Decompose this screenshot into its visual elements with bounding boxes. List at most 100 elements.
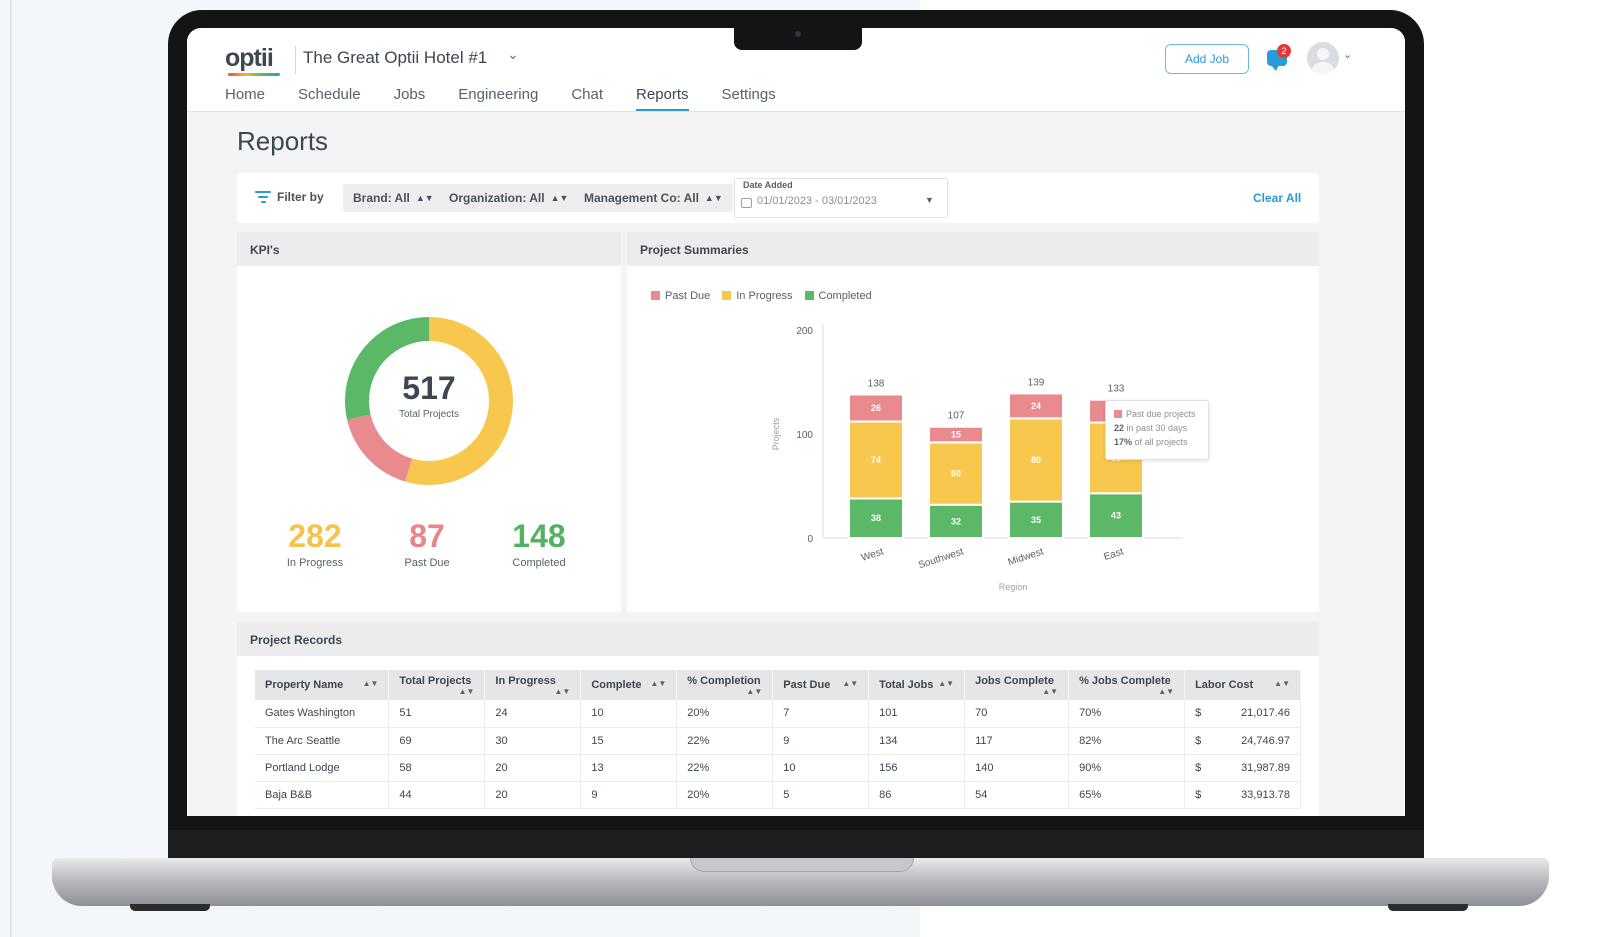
clear-all-link[interactable]: Clear All [1253,191,1302,205]
table-cell: 9 [580,781,678,809]
management-dropdown[interactable]: Management Co: All ▲▼ [574,184,733,212]
col-complete[interactable]: Complete ▲▼ [580,670,678,700]
legend-in-progress-label: In Progress [736,290,793,302]
bar-total-label: 107 [948,411,965,422]
sort-icon[interactable]: ▲▼ [746,686,763,696]
currency-symbol: $ [1195,734,1202,747]
chart-tooltip: Past due projects 22 in past 30 days 17%… [1105,400,1209,460]
bar-value-label: 38 [871,513,881,523]
col-label: In Progress [495,674,556,687]
table-cell: 156 [868,754,966,782]
table-row[interactable]: Portland Lodge 58 20 13 22% 10 156 140 90% $31,98… [255,754,1301,782]
past-due-value: 87 [409,518,445,554]
bar-segment-in-progress[interactable] [928,441,984,506]
col-label: % Jobs Complete [1079,674,1171,687]
legend-in-progress[interactable]: In Progress [722,290,793,302]
date-range-picker[interactable]: Date Added 01/01/2023 - 03/01/2023 ▼ [734,178,948,218]
bar-value-label: 24 [1031,401,1041,411]
col-total-projects[interactable]: Total Projects ▲▼ [388,670,486,700]
legend-completed[interactable]: Completed [804,290,872,302]
brand-dropdown[interactable]: Brand: All ▲▼ [343,184,444,212]
donut-center: 517 Total Projects [344,370,514,420]
total-projects-label: Total Projects [398,409,460,420]
col-pct-completion[interactable]: % Completion ▲▼ [676,670,774,700]
table-cell: 70 [964,700,1070,728]
chevron-down-icon[interactable]: ⌄ [507,46,519,62]
table-header-row: Property Name ▲▼ Total Projects ▲▼ In Prog… [255,670,1301,700]
table-row[interactable]: The Arc Seattle 69 30 15 22% 9 134 117 82% $24,74… [255,727,1301,755]
x-axis-label: Region [999,582,1028,592]
nav-settings[interactable]: Settings [721,86,776,103]
col-past-due[interactable]: Past Due ▲▼ [772,670,870,700]
organization-dropdown-label: Organization: All [449,191,545,205]
x-tick-label: East [1102,546,1125,563]
col-jobs-complete[interactable]: Jobs Complete ▲▼ [964,670,1070,700]
header-divider [295,46,296,74]
sort-icon[interactable]: ▲▼ [1274,679,1290,688]
nav-home[interactable]: Home [225,86,266,103]
filter-icon [255,191,271,203]
table-cell: 117 [964,727,1070,755]
bar-segment-past-due[interactable] [848,393,904,423]
col-property-name[interactable]: Property Name ▲▼ [255,670,390,700]
camera-icon [795,31,801,37]
currency-symbol: $ [1195,788,1202,801]
bar-segment-completed[interactable] [1088,492,1144,539]
table-row[interactable]: Baja B&B 44 20 9 20% 5 86 54 65% $33,913.78 [255,781,1301,809]
col-in-progress[interactable]: In Progress ▲▼ [484,670,582,700]
nav-chat[interactable]: Chat [571,86,604,103]
table-cell: 20 [484,781,582,809]
optii-logo[interactable]: optii [225,44,274,72]
tooltip-text-2: in past 30 days [1126,423,1188,433]
table-row[interactable]: Gates Washington 51 24 10 20% 7 101 70 70% $21,01… [255,700,1301,728]
bar-segment-past-due[interactable] [1008,392,1064,420]
sort-icon[interactable]: ▲▼ [554,686,571,696]
table-cell: 15 [580,727,678,755]
bar-total-label: 133 [1108,384,1125,395]
col-label: Total Projects [399,674,472,687]
bar-segment-in-progress[interactable] [1008,417,1064,503]
summaries-panel-title: Project Summaries [627,232,1319,266]
bar-segment-completed[interactable] [928,503,984,539]
logo-underline [228,73,280,76]
calendar-icon [741,198,752,208]
sort-icon[interactable]: ▲▼ [362,679,379,688]
sort-icon[interactable]: ▲▼ [1042,686,1059,696]
nav-jobs[interactable]: Jobs [393,86,426,103]
sort-icon[interactable]: ▲▼ [458,686,475,696]
main-nav: Home Schedule Jobs Engineering Chat Repo… [225,86,809,111]
sort-icon[interactable]: ▲▼ [1158,686,1175,696]
stat-in-progress: 282 In Progress [265,518,365,569]
col-label: Property Name [265,679,344,691]
col-labor-cost[interactable]: Labor Cost ▲▼ [1184,670,1301,700]
labor-cost-amount: 31,987.89 [1241,761,1290,774]
table-cell: 10 [772,754,870,782]
organization-dropdown[interactable]: Organization: All ▲▼ [439,184,579,212]
in-progress-label: In Progress [286,557,344,569]
donut-segment-completed[interactable] [345,317,513,485]
legend-past-due[interactable]: Past Due [651,290,710,302]
notification-badge: 2 [1277,44,1291,58]
bar-segment-completed[interactable] [848,497,904,540]
sort-icon[interactable]: ▲▼ [842,679,859,688]
donut-chart [345,317,513,485]
nav-engineering[interactable]: Engineering [458,86,539,103]
chevron-down-icon[interactable]: ⌄ [1343,49,1353,61]
bar-value-label: 26 [871,403,881,413]
bar-segment-in-progress[interactable] [848,420,904,500]
col-label: Complete [591,679,642,691]
bar-segment-past-due[interactable] [928,425,984,444]
col-pct-jobs-complete[interactable]: % Jobs Complete ▲▼ [1068,670,1186,700]
col-total-jobs[interactable]: Total Jobs ▲▼ [868,670,966,700]
hotel-selector[interactable]: The Great Optii Hotel #1 [303,48,488,67]
date-label: Date Added [743,180,793,190]
avatar[interactable] [1307,42,1339,74]
records-panel-title: Project Records [237,622,1319,656]
sort-icon[interactable]: ▲▼ [650,679,667,688]
nav-reports[interactable]: Reports [636,86,689,111]
sort-icon[interactable]: ▲▼ [938,679,955,688]
add-job-button[interactable]: Add Job [1165,44,1249,74]
table-cell: 70% [1068,700,1186,728]
nav-schedule[interactable]: Schedule [298,86,361,103]
y-tick-label: 0 [807,534,813,545]
